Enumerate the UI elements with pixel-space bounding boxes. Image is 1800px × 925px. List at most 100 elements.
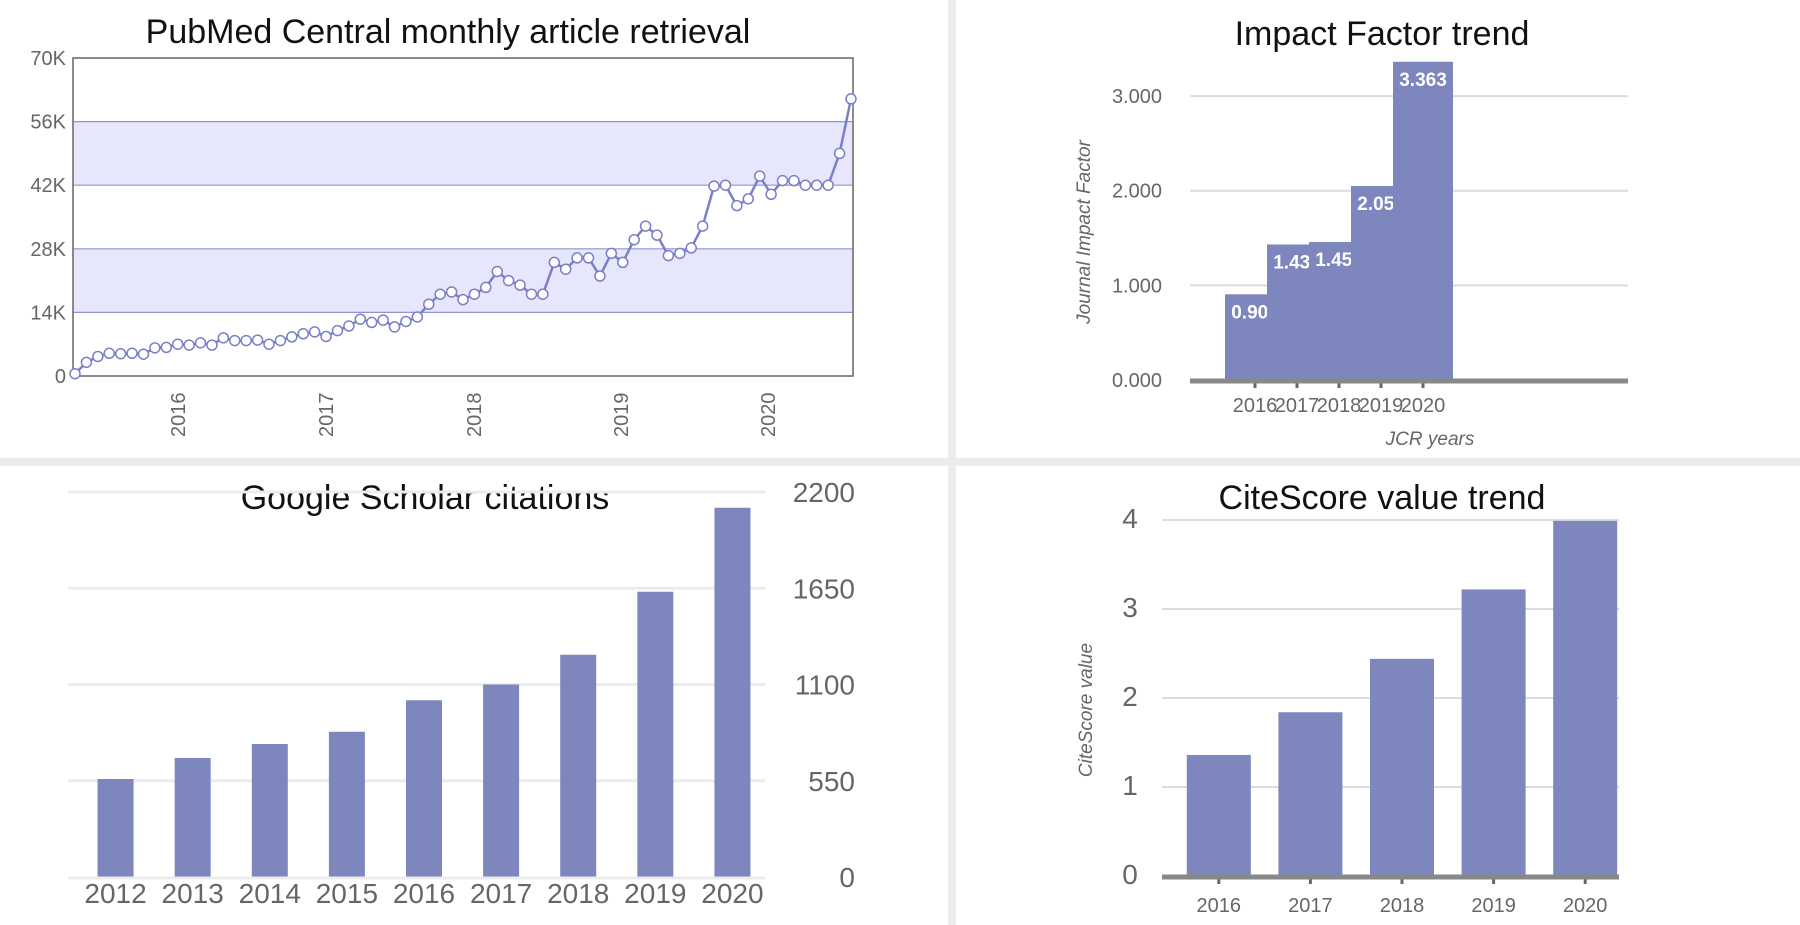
data-point xyxy=(400,315,412,328)
x-tick-label: 2018 xyxy=(1380,895,1425,917)
data-point xyxy=(308,326,321,338)
horizontal-separator xyxy=(0,458,1800,466)
x-tick-label: 2016 xyxy=(1233,395,1278,417)
google-scholar-chart: Google Scholar citations 0 550 1100 1650 220… xyxy=(68,477,855,909)
data-point xyxy=(480,281,492,294)
citescore-chart: CiteScore value trend CiteScore value 0 1… xyxy=(1076,479,1619,917)
data-point xyxy=(217,332,230,344)
chart-title: Impact Factor trend xyxy=(1235,15,1530,53)
bar xyxy=(406,700,442,877)
bar xyxy=(483,684,520,877)
data-point xyxy=(457,293,469,306)
data-point xyxy=(149,342,161,354)
x-tick-label: 2019 xyxy=(1359,395,1404,417)
y-tick-label: 1650 xyxy=(793,573,855,604)
data-point xyxy=(114,347,127,360)
y-tick-label: 3 xyxy=(1122,592,1138,623)
x-tick-label: 2016 xyxy=(393,878,455,909)
y-tick-label: 0 xyxy=(55,366,66,388)
data-point xyxy=(685,242,697,254)
bar xyxy=(328,731,365,877)
data-point xyxy=(126,347,138,360)
data-point xyxy=(411,311,424,323)
data-point xyxy=(811,179,823,191)
y-tick-label: 56K xyxy=(30,112,66,134)
y-tick-label: 42K xyxy=(30,175,66,197)
y-tick-label: 1100 xyxy=(795,670,855,701)
data-point xyxy=(845,93,857,105)
x-tick-label: 2019 xyxy=(624,878,686,909)
bar xyxy=(251,744,288,877)
bar xyxy=(97,779,134,877)
data-point xyxy=(263,338,275,350)
bar xyxy=(714,507,751,877)
data-point xyxy=(662,249,675,262)
data-point xyxy=(582,252,595,264)
chart-title: Google Scholar citations xyxy=(241,479,610,517)
x-tick-label: 2017 xyxy=(316,393,338,438)
data-point xyxy=(537,288,549,300)
data-label: 0.906 xyxy=(1231,302,1279,323)
data-label: 1.432 xyxy=(1273,252,1321,273)
x-tick-label: 2013 xyxy=(162,878,224,909)
pubmed-chart: PubMed Central monthly article retrieval… xyxy=(30,13,857,438)
y-tick-label: 2200 xyxy=(793,477,855,508)
data-point xyxy=(354,313,367,325)
data-point xyxy=(776,174,789,187)
data-label: 3.363 xyxy=(1399,70,1447,91)
bar xyxy=(1186,754,1251,876)
data-point xyxy=(331,324,344,337)
data-point xyxy=(297,328,309,340)
data-point xyxy=(194,337,207,349)
x-tick-label: 2015 xyxy=(316,878,378,909)
data-point xyxy=(639,220,652,232)
data-point xyxy=(788,174,800,187)
data-point xyxy=(594,270,606,282)
x-axis-label: JCR years xyxy=(1385,429,1475,450)
bar xyxy=(1278,712,1343,876)
data-point xyxy=(559,263,572,275)
data-point xyxy=(571,252,583,264)
x-tick-label: 2018 xyxy=(464,393,486,438)
data-point xyxy=(765,188,777,201)
y-tick-label: 2.000 xyxy=(1112,181,1162,203)
y-tick-label: 3.000 xyxy=(1112,86,1162,108)
x-tick-label: 2020 xyxy=(1401,395,1446,417)
data-point xyxy=(617,256,629,269)
data-point xyxy=(445,286,458,298)
data-point xyxy=(69,367,81,380)
y-tick-label: 0.000 xyxy=(1112,370,1162,392)
pubmed-chart-panel: PubMed Central monthly article retrieval… xyxy=(0,0,948,458)
data-point xyxy=(160,341,173,354)
data-point xyxy=(491,265,503,278)
data-point xyxy=(605,247,618,260)
shaded-band xyxy=(73,121,853,186)
data-point xyxy=(434,288,446,300)
x-tick-label: 2018 xyxy=(1317,395,1362,417)
x-tick-label: 2019 xyxy=(611,393,633,438)
y-axis-label: Journal Impact Factor xyxy=(1074,139,1095,324)
data-point xyxy=(171,338,184,350)
x-tick-label: 2017 xyxy=(1275,395,1320,417)
data-point xyxy=(343,320,355,332)
data-point xyxy=(80,356,93,369)
data-point xyxy=(502,274,515,287)
data-point xyxy=(423,298,435,310)
data-point xyxy=(183,339,195,351)
data-point xyxy=(365,316,378,329)
x-tick-label: 2020 xyxy=(758,393,780,438)
y-tick-label: 2 xyxy=(1122,681,1138,712)
data-point xyxy=(822,179,834,191)
impact-factor-chart-panel: Impact Factor trend JCR years Journal Im… xyxy=(956,0,1800,458)
data-point xyxy=(103,347,115,360)
data-point xyxy=(548,256,561,269)
y-tick-label: 1 xyxy=(1122,770,1138,801)
x-tick-label: 2020 xyxy=(701,878,763,909)
y-tick-label: 28K xyxy=(30,239,66,261)
data-point xyxy=(514,279,526,291)
data-point xyxy=(388,321,401,333)
bar xyxy=(560,654,597,877)
x-tick-label: 2016 xyxy=(1197,895,1242,917)
data-point xyxy=(468,288,481,300)
data-point xyxy=(206,339,218,351)
